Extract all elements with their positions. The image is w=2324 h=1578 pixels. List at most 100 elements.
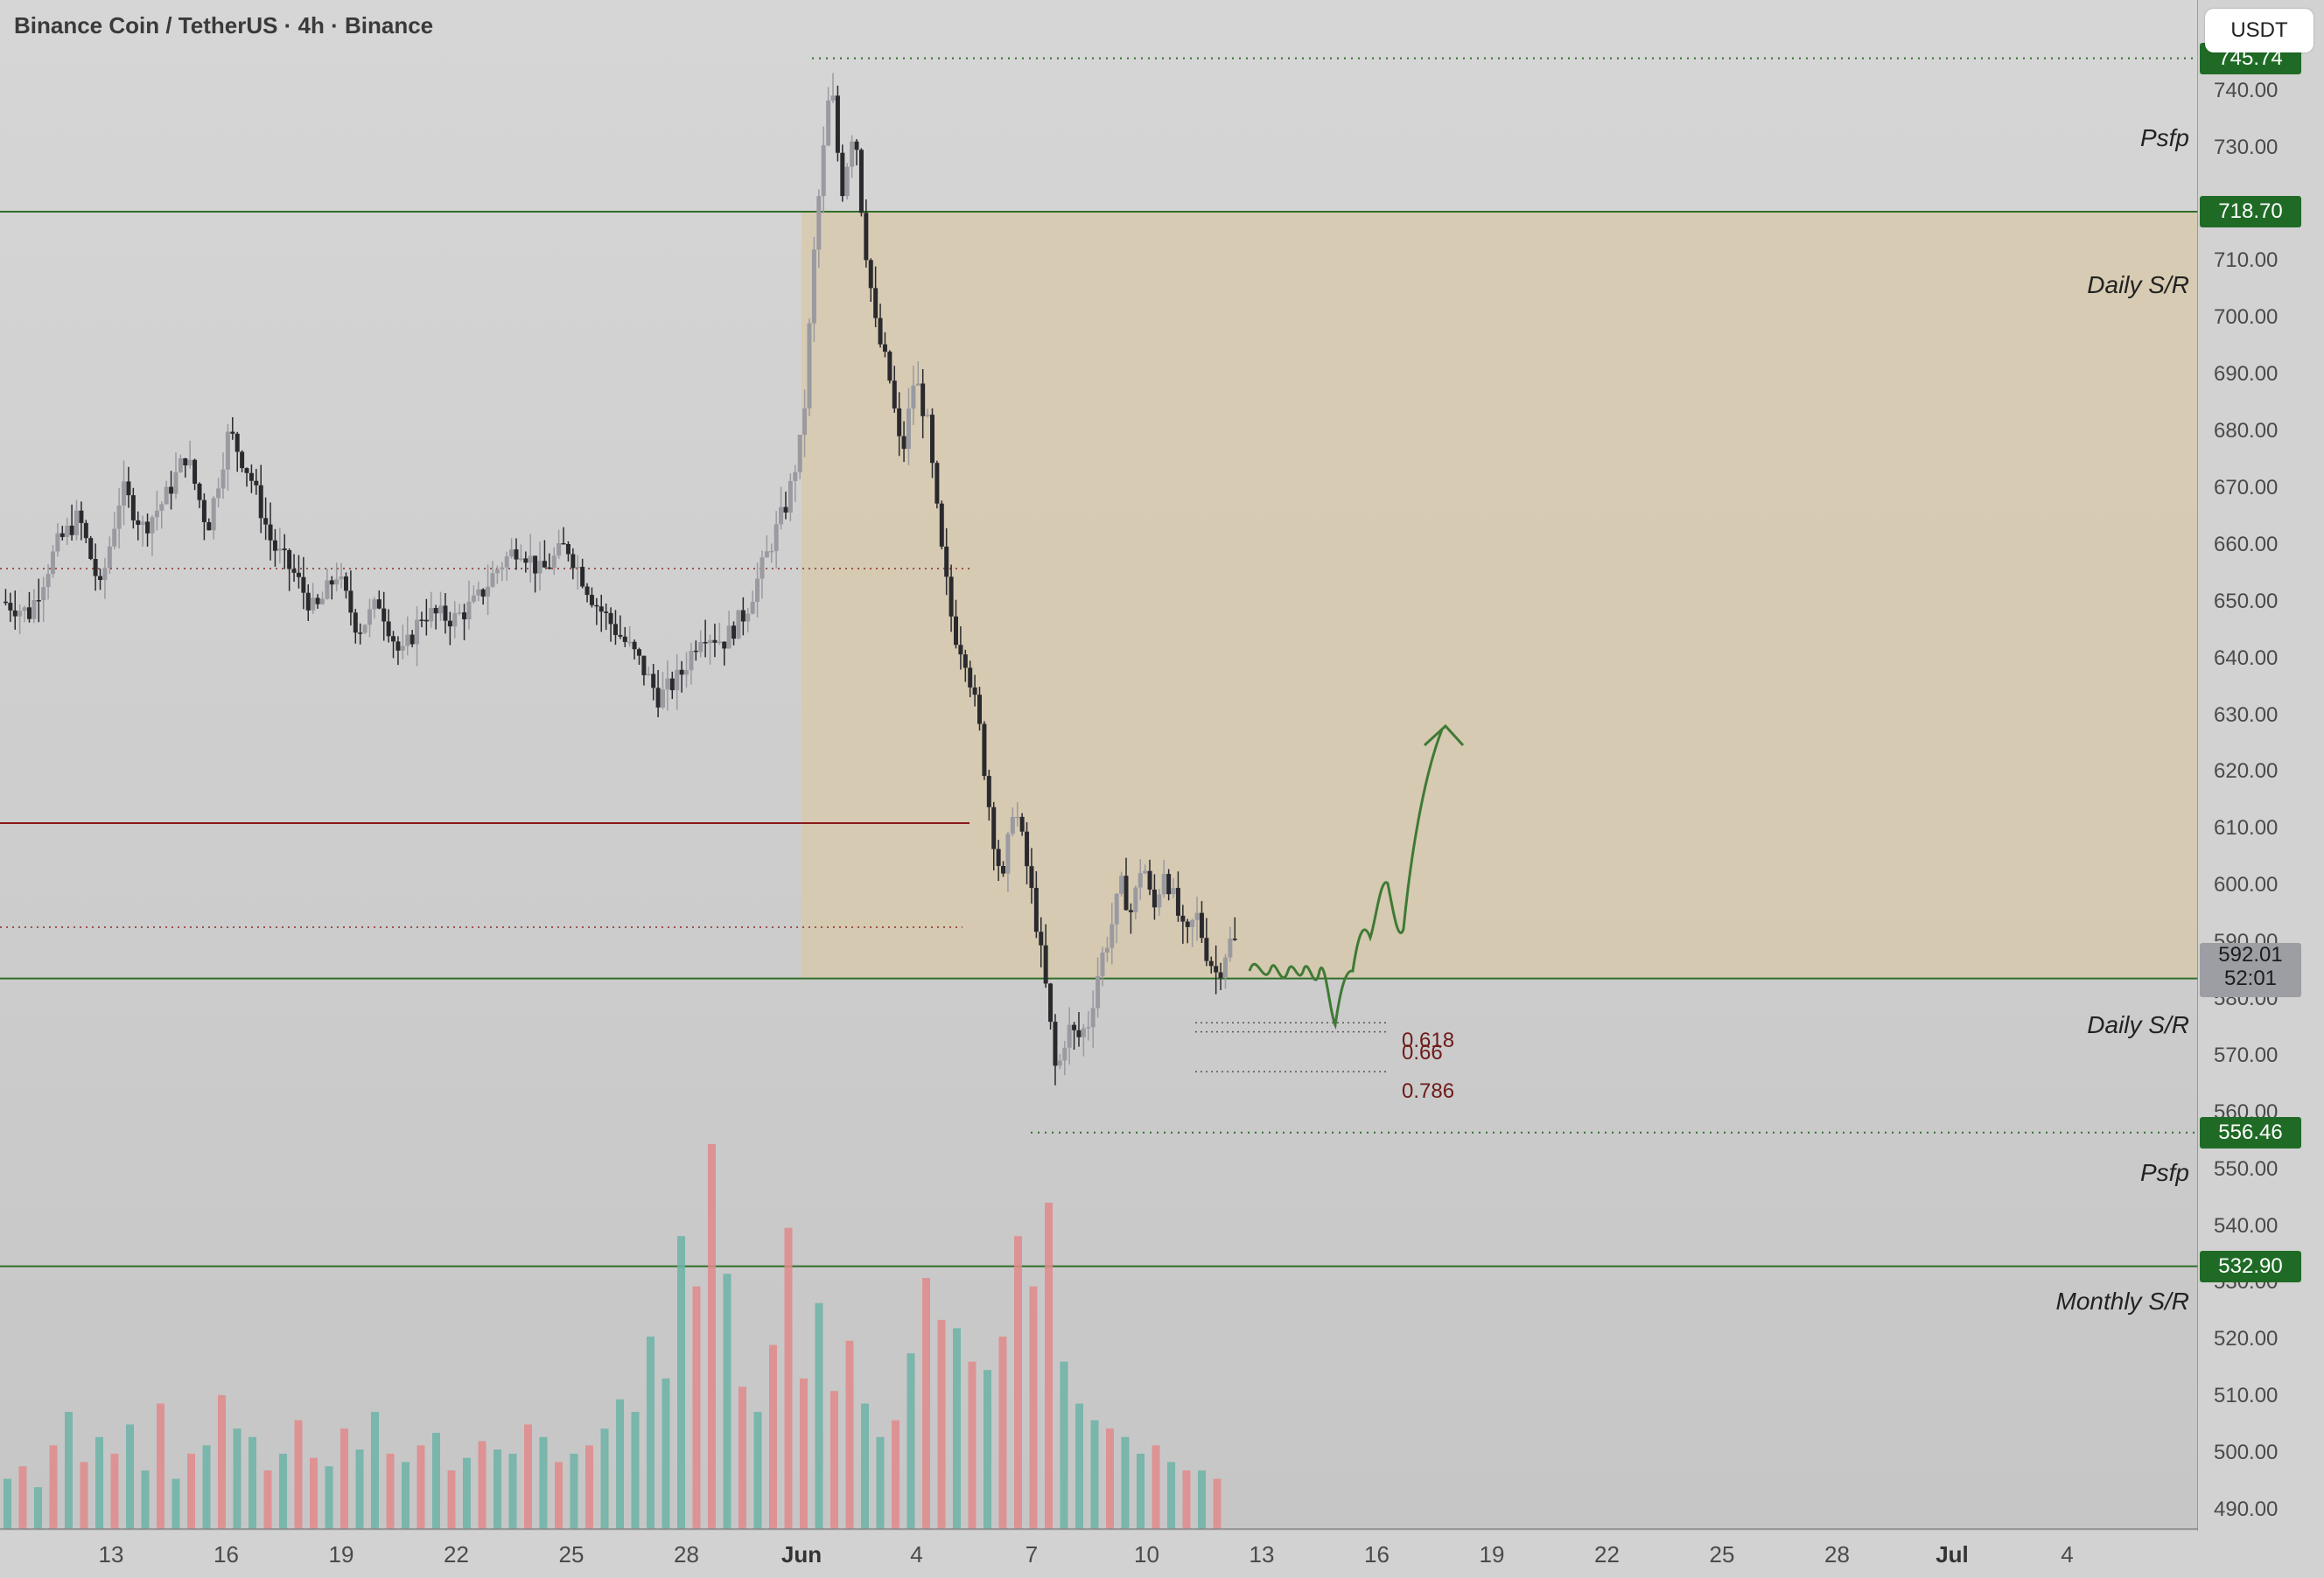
candle-body	[594, 604, 599, 607]
volume-bar	[202, 1445, 211, 1529]
volume-bar	[585, 1445, 593, 1529]
sr-zone	[802, 212, 2198, 979]
time-tick: 25	[1709, 1541, 1735, 1568]
candle-body	[112, 528, 117, 547]
price-tick: 520.00	[2214, 1327, 2278, 1351]
volume-bar	[662, 1378, 670, 1529]
candle-body	[1124, 876, 1129, 911]
candle-body	[892, 381, 897, 408]
candle-body	[764, 551, 769, 558]
candle-body	[419, 619, 424, 621]
projection-arrow	[1248, 729, 1444, 1030]
candle-body	[821, 145, 826, 197]
candle-body	[46, 574, 51, 588]
candle-body	[1119, 876, 1124, 894]
volume-bar	[34, 1487, 42, 1529]
candle-body	[192, 459, 198, 484]
price-axis[interactable]: 750.00740.00730.00720.00710.00700.00690.…	[2198, 0, 2324, 1578]
candle-body	[159, 504, 164, 511]
candle-body	[296, 572, 301, 577]
chart-canvas[interactable]	[0, 0, 2198, 1531]
candle-body	[740, 610, 746, 622]
candle-body	[717, 641, 722, 644]
currency-button[interactable]: USDT	[2205, 9, 2314, 52]
candle-body	[1005, 834, 1011, 874]
candle-body	[405, 634, 410, 646]
price-tick: 710.00	[2214, 248, 2278, 273]
candle-body	[216, 488, 221, 499]
candle-body	[641, 655, 647, 675]
monthly-sr-label: Monthly S/R	[2055, 1288, 2190, 1315]
candle-body	[551, 555, 556, 569]
candle-body	[760, 557, 765, 579]
candle-body	[258, 485, 263, 519]
candle-body	[996, 848, 1001, 867]
candle-body	[901, 436, 906, 450]
price-tick: 740.00	[2214, 78, 2278, 102]
price-tick: 600.00	[2214, 873, 2278, 897]
candle-body	[169, 486, 174, 494]
volume-bar	[263, 1470, 272, 1529]
candle-body	[604, 611, 609, 613]
candle-body	[570, 554, 576, 569]
candle-body	[542, 561, 547, 568]
candle-body	[878, 318, 883, 345]
time-tick: Jul	[1936, 1541, 1969, 1568]
candle-body	[136, 520, 141, 525]
volume-bar	[892, 1420, 900, 1529]
time-tick: 25	[558, 1541, 584, 1568]
candle-body	[240, 451, 245, 469]
volume-bar	[310, 1457, 318, 1529]
candle-body	[561, 542, 566, 545]
candle-body	[840, 152, 845, 197]
volume-bar	[723, 1274, 732, 1529]
time-tick: 7	[1025, 1541, 1039, 1568]
fib-66-label: 0.66	[1402, 1041, 1443, 1065]
volume-bar	[49, 1445, 58, 1529]
candle-body	[130, 495, 136, 520]
fib-786-label: 0.786	[1402, 1079, 1455, 1103]
volume-bar	[218, 1394, 226, 1529]
candle-body	[1228, 939, 1233, 958]
candle-body	[897, 408, 902, 436]
candle-body	[807, 323, 812, 408]
candle-body	[915, 383, 920, 386]
candle-body	[18, 611, 23, 617]
volume-bar	[294, 1420, 303, 1529]
candle-body	[476, 589, 481, 596]
time-tick: 13	[1249, 1541, 1275, 1568]
candle-body	[793, 471, 798, 481]
candle-body	[382, 608, 387, 622]
time-axis[interactable]: 13 16 19 22 25 28 Jun 4 7 10 13 16 19 22 25 28 Jul 4	[0, 1531, 2198, 1578]
candle-body	[509, 549, 514, 557]
candle-body	[1086, 1027, 1091, 1029]
candle-body	[533, 555, 538, 574]
candle-body	[372, 599, 377, 610]
current-price: 592.01	[2218, 943, 2283, 967]
candle-body	[452, 612, 458, 627]
candle-body	[622, 636, 627, 642]
price-level-badge: 532.90	[2200, 1250, 2301, 1282]
candle-body	[494, 569, 500, 574]
volume-bar	[616, 1399, 624, 1529]
candle-body	[173, 471, 178, 494]
candle-body	[1157, 894, 1162, 908]
psfp-top-label: Psfp	[2139, 124, 2189, 151]
volume-bar	[402, 1462, 410, 1529]
candle-body	[750, 601, 755, 614]
candle-body	[500, 567, 505, 569]
volume-bar	[233, 1428, 242, 1529]
volume-bar	[555, 1462, 563, 1529]
candle-body	[339, 576, 344, 580]
volume-bar	[416, 1445, 425, 1529]
candle-body	[665, 678, 670, 690]
candle-body	[1019, 816, 1025, 832]
candle-body	[802, 408, 808, 436]
candle-body	[400, 646, 405, 651]
candle-body	[50, 551, 55, 575]
candle-body	[565, 543, 570, 555]
candle-body	[627, 641, 633, 644]
volume-bar	[1137, 1453, 1144, 1529]
volume-bar	[172, 1478, 180, 1529]
price-tick: 630.00	[2214, 702, 2278, 727]
